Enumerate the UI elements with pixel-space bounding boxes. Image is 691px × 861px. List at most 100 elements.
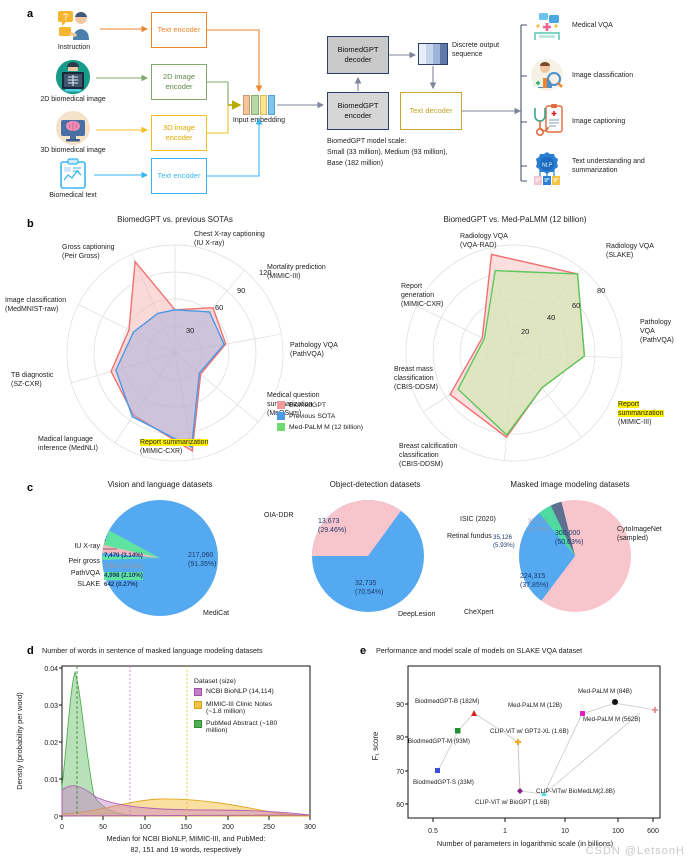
- point-medpalm-12b: [580, 711, 585, 716]
- model-scale-line-2: Small (33 million), Medium (93 million),: [327, 149, 448, 156]
- svg-text:60: 60: [572, 301, 580, 310]
- radar-right-title: BiomedGPT vs. Med-PaLMM (12 billion): [443, 215, 587, 224]
- input-label-instruction: Instruction: [57, 44, 91, 51]
- svg-text:40: 40: [547, 313, 555, 322]
- point-label-biomedgpt-m: BiodmedGPT-M (93M): [408, 738, 470, 745]
- point-label-clip-gpt2xl: CLIP-ViT w/ GPT2-XL (1.6B): [490, 728, 569, 735]
- svg-text:600: 600: [647, 828, 659, 835]
- svg-text:20: 20: [521, 327, 529, 336]
- pie-3-label-chexpert: CheXpert: [464, 609, 494, 616]
- legend-swatch-biomedgpt: [277, 401, 285, 409]
- pie-1-label-iu-xray: IU X-ray: [74, 543, 100, 550]
- svg-text:NLP: NLP: [542, 163, 553, 169]
- radar-right-axis-2: Report summarization (MIMIC-III): [618, 401, 664, 426]
- pie-2-value-oia-ddr: 13,673 (29.46%): [318, 518, 347, 534]
- radar-left-title: BiomedGPT vs. previous SOTAs: [117, 215, 233, 224]
- text-decoder-label: Text decoder: [409, 106, 453, 116]
- radar-left-axis-8: Gross captioning (Peir Gross): [62, 244, 115, 260]
- svg-text:70: 70: [396, 769, 404, 776]
- svg-text:90: 90: [237, 286, 245, 295]
- legend-label-medpalm: Med-PaLM M (12 billion): [289, 423, 364, 431]
- point-clip-biogpt: [517, 788, 523, 794]
- svg-text:60: 60: [396, 802, 404, 809]
- pie-3-value-cytoimagenet: 300,000 (50.63%): [555, 530, 584, 546]
- pie-1-value-slake: 642 (0.27%): [104, 581, 138, 588]
- svg-text:200: 200: [222, 824, 234, 831]
- svg-text:?: ?: [63, 12, 68, 22]
- input-embedding-tokens: [243, 95, 275, 115]
- panel-c-pie-charts: c Vision and language datasets Object-de…: [0, 468, 691, 638]
- svg-text:30: 30: [186, 326, 194, 335]
- point-label-clip-biogpt: CLIP-ViT w/ BioGPT (1.6B): [475, 799, 550, 806]
- panel-a-connectors: [94, 24, 527, 182]
- svg-text:80: 80: [597, 286, 605, 295]
- image-encoder-label-2d: 2D image encoder: [162, 72, 196, 91]
- point-label-clip-biomedlm: CLIP-ViTw/ BioMedLM(2.8B): [536, 788, 615, 795]
- radar-left-axis-0: Chest X-ray captioning (IU X-ray): [194, 231, 265, 247]
- panel-d-legend-label-mimic: MIMIC-III Clinic Notes (~1.8 million): [206, 701, 273, 715]
- output-label-medical-vqa: Medical VQA: [572, 22, 613, 29]
- pie-3-title: Masked image modeling datasets: [510, 480, 630, 489]
- panel-e-scatter-chart: e Performance and model scale of models …: [350, 636, 691, 861]
- panel-d-legend-item-ncbi: NCBI BioNLP (14,114): [194, 688, 286, 696]
- discrete-output-tokens: [418, 43, 448, 65]
- panel-d-ylabel: Density (probability per word): [15, 692, 24, 790]
- svg-text:100: 100: [139, 824, 151, 831]
- panel-b-legend: BiomedGPT Previous SOTA Med-PaLM M (12 b…: [277, 401, 363, 434]
- pie-3-label-retinal-fundus: Retinal fundus: [447, 533, 492, 540]
- text-encoder-box-biomedtext: Text encoder: [151, 158, 207, 194]
- model-scale-line-1: BiomedGPT model scale:: [327, 138, 407, 145]
- panel-d-swatch-pubmed: [194, 720, 202, 728]
- svg-text:0.04: 0.04: [44, 666, 58, 673]
- radar-right-axis-0: Radiology VQA (SLAKE): [606, 243, 654, 259]
- image-encoder-label-3d: 3D image encoder: [162, 123, 196, 142]
- svg-text:0.03: 0.03: [44, 703, 58, 710]
- legend-item-medpalm: Med-PaLM M (12 billion): [277, 423, 363, 431]
- radar-left-axis-5: Madical language inference (MedNLI): [38, 436, 98, 452]
- svg-text:0: 0: [54, 814, 58, 821]
- radar-right-axis-5: Report generation (MIMIC-CXR): [401, 283, 444, 308]
- legend-label-previous-sota: Previous SOTA: [289, 412, 336, 420]
- radar-right-axis-1: Pathology VQA (PathVQA): [640, 319, 674, 344]
- output-label-image-classification: Image classification: [572, 72, 634, 79]
- panel-d-xlabel-line1: Median for NCBI BioNLP, MIMIC-III, and P…: [106, 834, 266, 843]
- model-scale-line-3: Base (182 million): [327, 160, 384, 167]
- panel-c-pies: [102, 500, 631, 616]
- legend-swatch-medpalm: [277, 423, 285, 431]
- image-encoder-box-2d: 2D image encoder: [151, 64, 207, 100]
- panel-c-letter: c: [27, 482, 34, 494]
- panel-d-swatch-ncbi: [194, 688, 202, 696]
- panel-b-letter: b: [27, 218, 34, 230]
- biomedgpt-encoder-label: BiomedGPT encoder: [337, 101, 379, 120]
- output-label-image-captioning: Image captioning: [572, 118, 626, 125]
- svg-text:50: 50: [99, 824, 107, 831]
- pie-1-title: Vision and language datasets: [107, 480, 213, 489]
- svg-text:80: 80: [396, 735, 404, 742]
- radar-right-axis-6: Radiology VQA (VQA-RAD): [460, 233, 508, 249]
- radar-right-chart: 20 40 60 80: [405, 244, 623, 462]
- panel-e-ylabel: F₁ score: [371, 732, 380, 761]
- pie-3-value-chexpert: 224,315 (37.85%): [520, 573, 549, 589]
- svg-text:0.02: 0.02: [44, 740, 58, 747]
- radar-left-axis-6: TB diagnostic (SZ-CXR): [11, 372, 54, 388]
- pie-1-value-medicat: 217,060 (91.35%): [188, 552, 217, 568]
- legend-label-biomedgpt: BiomedGPT: [289, 401, 327, 409]
- svg-text:10: 10: [561, 828, 569, 835]
- panel-d-plot: 0 0.01 0.02 0.03 0.04 0 50 100 150 200 2…: [15, 665, 316, 831]
- svg-text:0.01: 0.01: [44, 777, 58, 784]
- pie-2-label-oia-ddr: OIA-DDR: [264, 512, 294, 519]
- pie-1-value-peir-gross: 7,442 (3.13%): [104, 563, 143, 570]
- panel-a-architecture: a ? Instruction 2D biomedical image: [0, 0, 691, 205]
- input-label-2d-image: 2D biomedical image: [40, 96, 106, 103]
- panel-d-swatch-mimic: [194, 701, 202, 709]
- pie-1-label-pathvqa: PathVQA: [70, 570, 100, 577]
- classification-magnifier-icon: [530, 58, 564, 92]
- legend-item-biomedgpt: BiomedGPT: [277, 401, 363, 409]
- point-biomedgpt-m: [455, 728, 461, 734]
- panel-d-legend: Dataset (size) NCBI BioNLP (14,114) MIMI…: [194, 678, 286, 734]
- watermark: CSDN @LetsonH: [585, 845, 685, 857]
- image-encoder-box-3d: 3D image encoder: [151, 115, 207, 151]
- radar-left-axis-7: Image classification (MedMNIST-raw): [5, 297, 67, 313]
- panel-e-letter: e: [360, 645, 367, 657]
- point-medpalm-84b: [612, 699, 618, 705]
